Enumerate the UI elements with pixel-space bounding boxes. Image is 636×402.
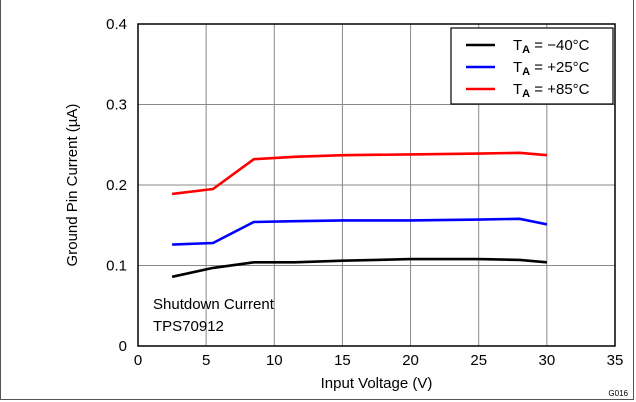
legend-label-main: T bbox=[513, 81, 522, 98]
x-tick-label: 15 bbox=[334, 352, 351, 369]
plot-area bbox=[137, 23, 616, 347]
y-axis-label: Ground Pin Current (µA) bbox=[64, 104, 81, 267]
x-tick-label: 35 bbox=[607, 352, 624, 369]
legend-label: TA = +25°C bbox=[513, 59, 590, 78]
legend: TA = −40°CTA = +25°CTA = +85°C bbox=[450, 27, 614, 105]
figure-code: G016 bbox=[608, 389, 628, 398]
y-tick-label: 0.1 bbox=[106, 258, 127, 275]
legend-label: TA = +85°C bbox=[513, 81, 590, 100]
y-tick-label: 0.3 bbox=[106, 97, 127, 114]
x-tick-label: 20 bbox=[402, 352, 419, 369]
legend-label-rest: = −40°C bbox=[530, 37, 590, 54]
legend-label: TA = −40°C bbox=[513, 37, 590, 56]
y-tick-label: 0.4 bbox=[106, 16, 127, 33]
annotation-line-2: TPS70912 bbox=[153, 318, 224, 335]
series-lines bbox=[171, 151, 548, 279]
legend-label-subscript: A bbox=[522, 66, 530, 78]
legend-label-main: T bbox=[513, 37, 522, 54]
x-tick-label: 10 bbox=[266, 352, 283, 369]
x-axis-ticks: 0 5 10 15 20 25 30 35 bbox=[134, 352, 624, 369]
legend-label-subscript: A bbox=[522, 88, 530, 100]
series-line-1 bbox=[171, 257, 548, 279]
series-line-2 bbox=[172, 217, 548, 246]
series-line-3 bbox=[171, 151, 548, 196]
legend-label-subscript: A bbox=[522, 44, 530, 56]
y-axis-ticks: 0 0.1 0.2 0.3 0.4 bbox=[106, 16, 127, 355]
x-axis-label: Input Voltage (V) bbox=[321, 375, 433, 392]
legend-label-rest: = +25°C bbox=[530, 59, 590, 76]
annotation-line-1: Shutdown Current bbox=[153, 296, 275, 313]
legend-label-rest: = +85°C bbox=[530, 81, 590, 98]
y-tick-label: 0 bbox=[119, 338, 127, 355]
x-tick-label: 5 bbox=[202, 352, 210, 369]
x-tick-label: 0 bbox=[134, 352, 142, 369]
x-tick-label: 30 bbox=[539, 352, 556, 369]
legend-label-main: T bbox=[513, 59, 522, 76]
y-tick-label: 0.2 bbox=[106, 177, 127, 194]
x-tick-label: 25 bbox=[470, 352, 487, 369]
